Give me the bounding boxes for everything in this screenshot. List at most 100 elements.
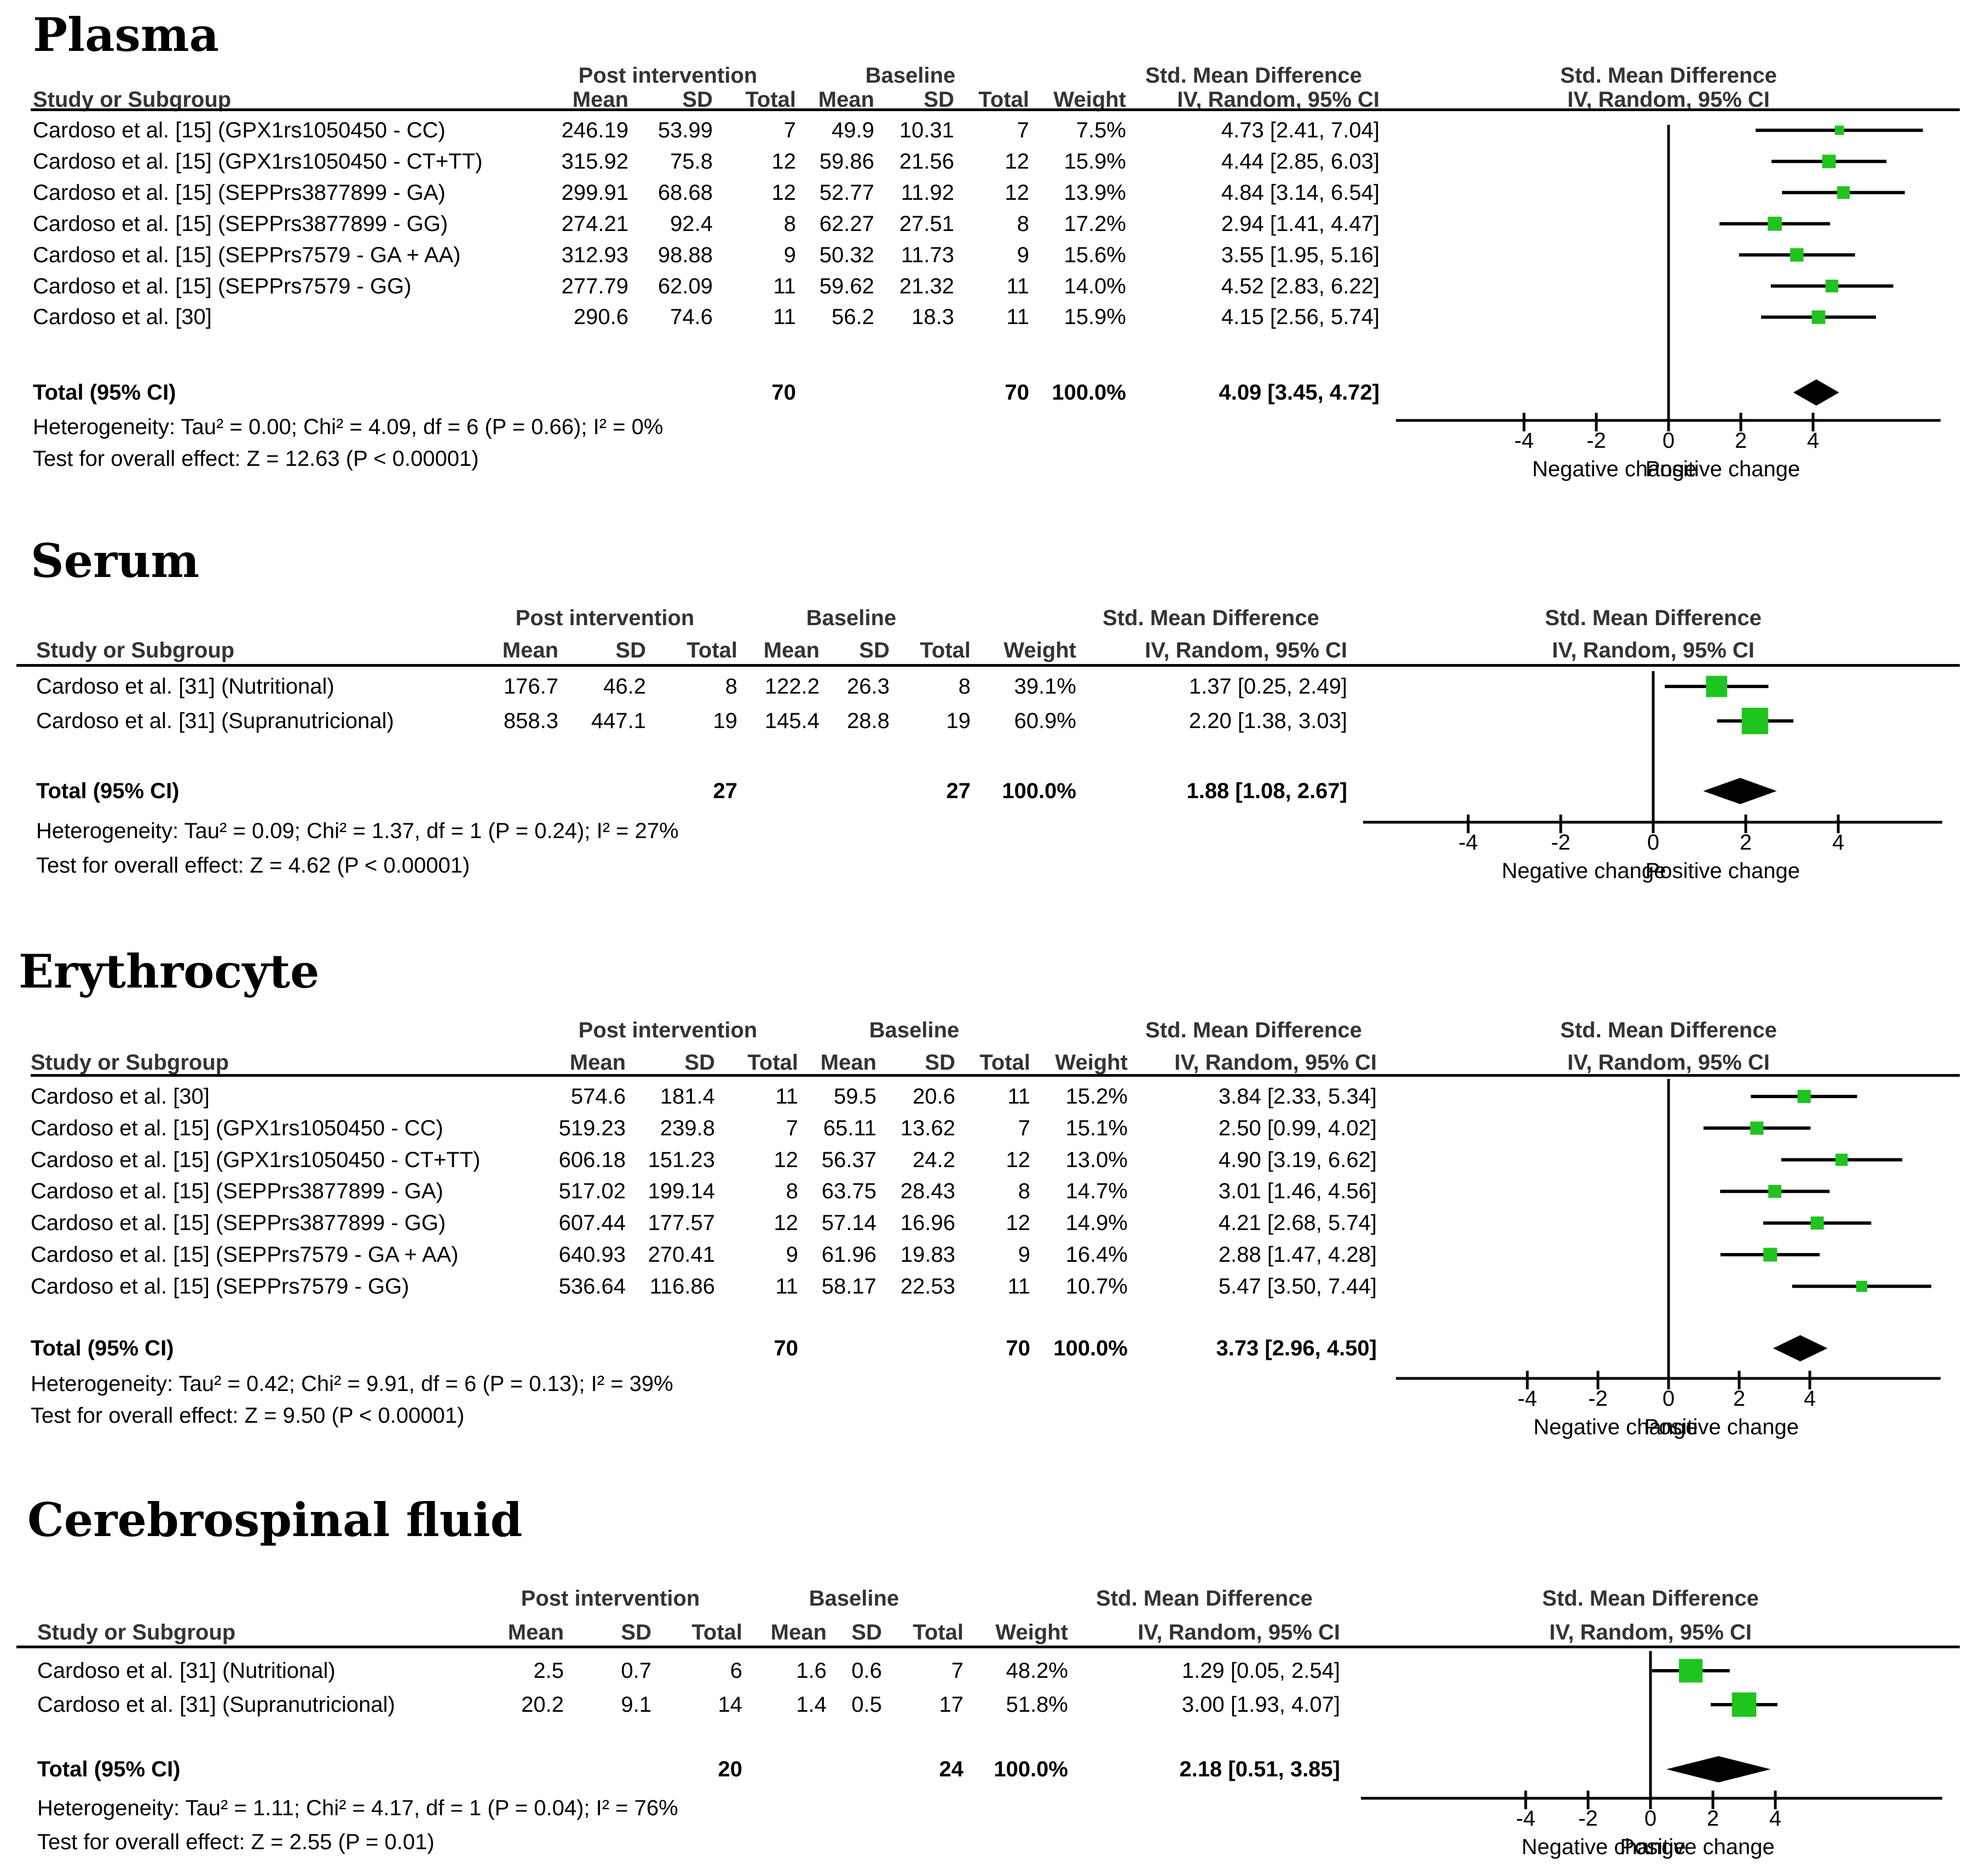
study-label: Cardoso et al. [15] (GPX1rs1050450 - CT+… [33,149,483,174]
study-marker [1768,216,1782,231]
base-total: 8 [958,674,971,699]
total-post: 20 [718,1757,743,1781]
x-tick-label: 2 [1707,1806,1719,1831]
base-total: 17 [939,1693,964,1717]
effect-ci: 4.52 [2.83, 6.22] [1221,274,1380,298]
study-marker [1741,707,1769,735]
study-marker [1835,1153,1848,1166]
effect-ci: 4.15 [2.56, 5.74] [1221,305,1380,330]
post-sd: 239.8 [660,1116,715,1140]
header-base-total: Total [978,88,1029,112]
header-std-mean-difference: Std. Mean Difference [1096,1586,1313,1611]
x-tick-label: -4 [1517,1387,1537,1411]
base-mean: 1.4 [796,1693,827,1717]
post-mean: 858.3 [503,709,558,733]
study-label: Cardoso et al. [15] (GPX1rs1050450 - CT+… [31,1147,481,1172]
post-total: 12 [774,1147,799,1172]
base-mean: 56.2 [832,305,874,330]
header-plot-std-mean-difference: Std. Mean Difference [1560,1018,1777,1042]
base-mean: 145.4 [764,709,819,733]
base-sd: 10.31 [899,118,954,142]
header-post-sd: SD [684,1050,715,1075]
axis-label-negative: Negative change [1521,1835,1686,1859]
x-tick-label: -2 [1586,429,1606,453]
header-post-total: Total [747,1050,798,1075]
base-mean: 61.96 [821,1243,876,1267]
post-sd: 92.4 [670,211,713,236]
effect-ci: 1.37 [0.25, 2.49] [1188,674,1347,699]
study-marker [1732,1692,1757,1717]
post-total: 14 [718,1693,743,1717]
header-study: Study or Subgroup [33,88,232,112]
total-weight: 100.0% [1002,779,1076,803]
effect-ci: 2.88 [1.47, 4.28] [1218,1243,1377,1267]
effect-ci: 4.44 [2.85, 6.03] [1221,149,1380,174]
effect-ci: 3.00 [1.93, 4.07] [1181,1693,1340,1717]
post-mean: 517.02 [558,1179,626,1204]
total-label: Total (95% CI) [37,1757,181,1781]
post-mean: 290.6 [573,305,628,330]
study-label: Cardoso et al. [15] (SEPPrs3877899 - GG) [31,1211,446,1236]
base-mean: 52.77 [819,180,874,205]
header-baseline: Baseline [865,64,956,88]
total-ci: 4.09 [3.45, 4.72] [1219,380,1380,405]
effect-ci: 4.73 [2.41, 7.04] [1221,118,1380,142]
header-base-sd: SD [859,638,890,662]
post-total: 9 [783,243,796,267]
study-marker [1834,125,1844,135]
header-method: IV, Random, 95% CI [1138,1620,1340,1644]
header-base-mean: Mean [770,1620,827,1644]
post-total: 6 [730,1659,742,1683]
study-label: Cardoso et al. [15] (SEPPrs3877899 - GA) [31,1179,443,1204]
panel-title: Erythrocyte [19,944,320,998]
axis-label-negative: Negative change [1502,859,1666,883]
study-marker [1797,1089,1811,1104]
base-mean: 59.5 [834,1084,876,1109]
weight: 39.1% [1014,674,1076,699]
header-study: Study or Subgroup [31,1050,229,1075]
x-tick-label: -2 [1578,1806,1598,1831]
post-total: 12 [774,1211,799,1236]
base-mean: 56.37 [821,1147,876,1172]
study-marker [1856,1280,1867,1292]
header-post-mean: Mean [569,1050,626,1075]
base-total: 12 [1006,1147,1031,1172]
base-sd: 20.6 [913,1084,955,1109]
base-sd: 0.6 [851,1659,882,1683]
study-label: Cardoso et al. [15] (GPX1rs1050450 - CC) [31,1116,443,1140]
weight: 15.9% [1064,305,1126,330]
base-sd: 27.51 [899,211,954,236]
base-sd: 26.3 [847,674,890,699]
header-weight: Weight [1003,638,1076,662]
header-plot-method: IV, Random, 95% CI [1552,638,1755,662]
base-sd: 28.8 [847,709,890,733]
study-marker [1825,279,1838,293]
base-total: 12 [1005,149,1030,174]
study-label: Cardoso et al. [31] (Supranutricional) [36,709,394,733]
x-tick-label: 4 [1807,429,1819,453]
study-label: Cardoso et al. [15] (SEPPrs7579 - GG) [33,274,412,298]
base-total: 11 [1006,274,1029,298]
total-weight: 100.0% [1052,380,1126,405]
post-mean: 176.7 [503,674,558,699]
base-sd: 16.96 [900,1211,955,1236]
weight: 15.9% [1064,149,1126,174]
weight: 15.2% [1065,1084,1128,1109]
study-label: Cardoso et al. [30] [31,1084,210,1109]
weight: 60.9% [1014,709,1076,733]
effect-ci: 4.84 [3.14, 6.54] [1221,180,1380,205]
base-mean: 63.75 [821,1179,876,1204]
post-mean: 574.6 [570,1084,626,1109]
base-mean: 59.86 [819,149,874,174]
post-mean: 20.2 [521,1693,564,1717]
effect-ci: 3.55 [1.95, 5.16] [1221,243,1380,267]
axis-label-positive: Positive change [1646,859,1800,883]
study-marker [1810,1216,1824,1230]
x-tick-label: 4 [1804,1387,1816,1411]
base-mean: 122.2 [764,674,819,699]
total-label: Total (95% CI) [33,380,176,405]
header-baseline: Baseline [869,1018,960,1042]
study-label: Cardoso et al. [31] (Nutritional) [37,1659,336,1683]
base-mean: 57.14 [821,1211,876,1236]
